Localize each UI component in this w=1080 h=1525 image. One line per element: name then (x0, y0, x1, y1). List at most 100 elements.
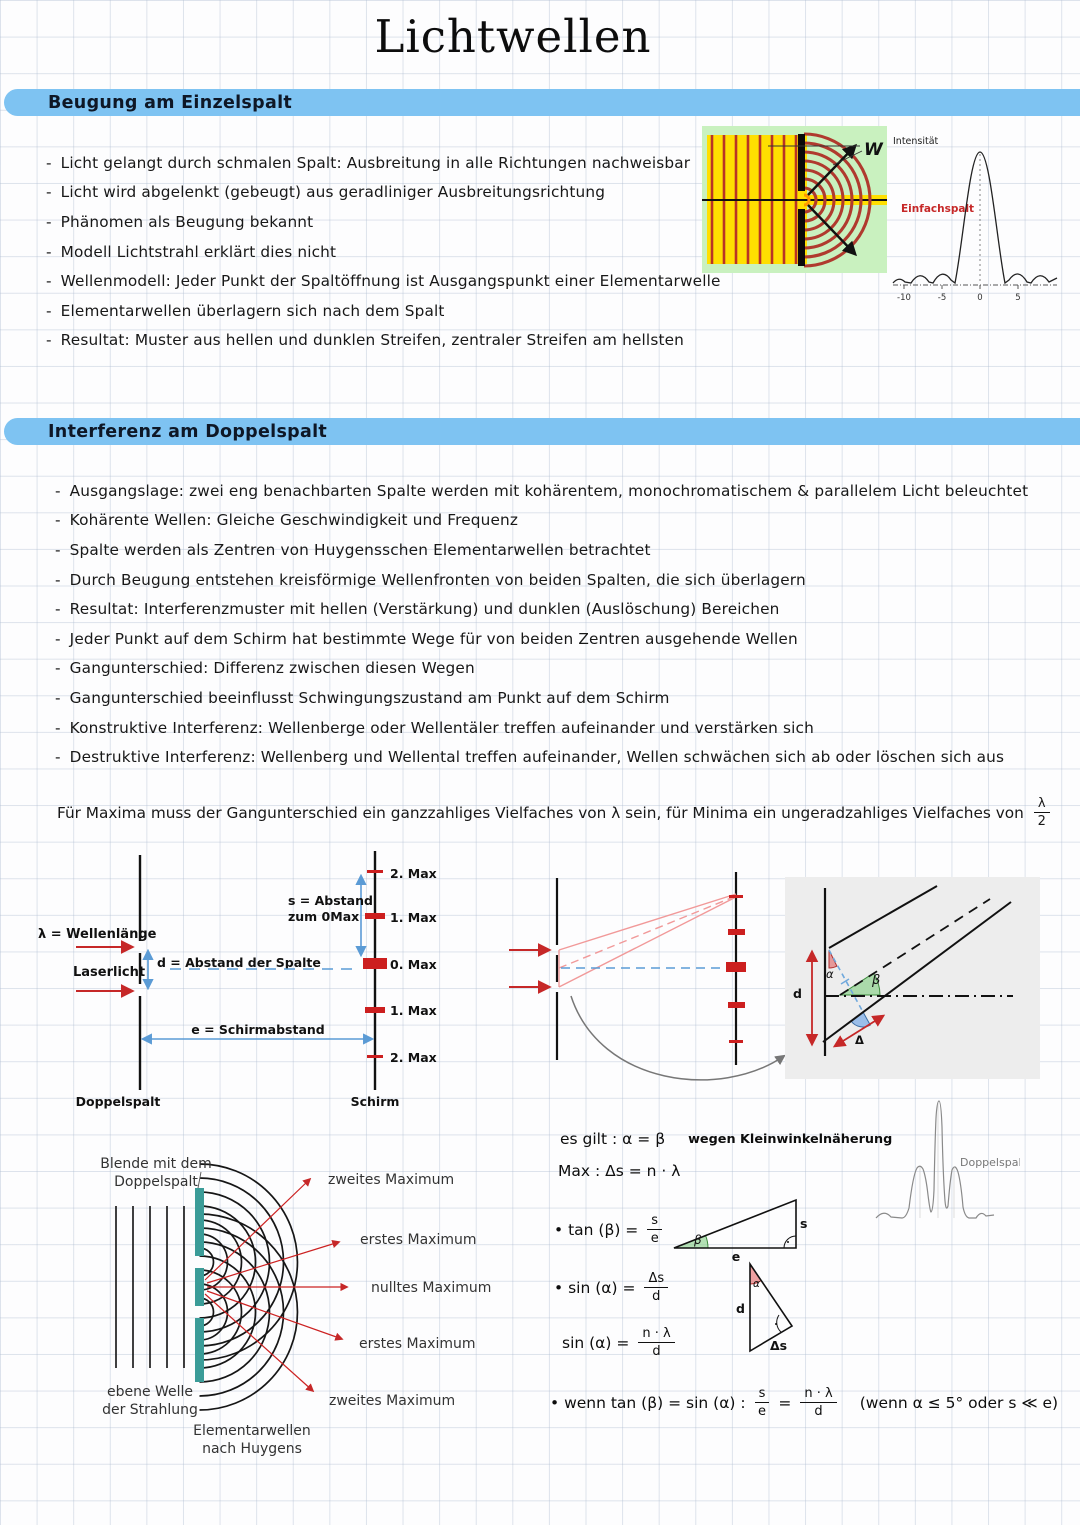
double-slit-aperture-bars (195, 1188, 204, 1382)
fraction: s e (754, 1387, 770, 1419)
maxima-condition-note: Für Maxima muss der Gangunterschied ein … (57, 797, 1050, 828)
delta-label: Δ (855, 1033, 864, 1047)
wavefront-label: W (864, 140, 884, 160)
zoom-curved-arrow (570, 995, 786, 1081)
formula-text: • wenn tan (β) = sin (α) : (550, 1393, 746, 1412)
section-header-doppelspalt: Interferenz am Doppelspalt (4, 418, 1080, 445)
fraction: n · λ d (800, 1387, 837, 1418)
bullet-item: Elementarwellen überlagern sich nach dem… (46, 296, 721, 326)
equals-sign: = (778, 1393, 792, 1412)
beta-label: β (871, 973, 880, 988)
double-slit-geometry-svg: λ = Wellenlänge Laserlicht d = Abstand d… (38, 851, 437, 1109)
fraction-denominator: d (652, 1344, 661, 1359)
bullet-item: Gangunterschied beeinflusst Schwingungsz… (55, 683, 1028, 713)
plane-wave-lines (115, 1206, 185, 1368)
formula-condition: (wenn α ≤ 5° oder s ≪ e) (859, 1393, 1059, 1412)
fraction-denominator: 2 (1037, 814, 1046, 829)
schirm-caption: Schirm (351, 1094, 400, 1109)
max-label: 0. Max (390, 957, 437, 972)
tick-label: 5 (1015, 293, 1020, 303)
fraction-numerator: s (754, 1387, 770, 1403)
formula-text: • sin (α) = (554, 1278, 636, 1297)
fraction-denominator: d (652, 1289, 661, 1304)
s-label-line1: s = Abstand (288, 893, 373, 908)
plane-wave-label-line2: der Strahlung (102, 1402, 198, 1418)
sin-triangle-figure: α d Δs (728, 1256, 816, 1368)
doppelspalt-curve-label: Doppelspalt (960, 1156, 1020, 1169)
formula-sin-alpha-n: sin (α) = n · λ d (562, 1327, 675, 1358)
max-label: 2. Max (390, 866, 437, 881)
w-pointer-line-2 (832, 150, 863, 166)
formula-max-condition: Max : Δs = n · λ (558, 1162, 680, 1180)
page-title: Lichtwellen (374, 10, 652, 63)
right-angle-arc (783, 1235, 797, 1249)
fraction-numerator: n · λ (638, 1327, 675, 1343)
bullet-item: Ausgangslage: zwei eng benachbarten Spal… (55, 476, 1028, 506)
max-label: 1. Max (390, 1003, 437, 1018)
section-header-label: Interferenz am Doppelspalt (48, 421, 328, 442)
side-label: d (736, 1301, 745, 1316)
delta-s-label: Δs (770, 1338, 787, 1353)
tick-label: 0 (977, 293, 982, 303)
maximum-label: erstes Maximum (359, 1336, 476, 1352)
einfachspalt-label: Einfachspalt (901, 203, 974, 215)
wavelength-label: λ = Wellenlänge (38, 927, 157, 942)
formula-sin-alpha: • sin (α) = Δs d (554, 1272, 669, 1304)
double-slit-intensity-svg: Doppelspalt (875, 1100, 1026, 1219)
alpha-label: α (753, 1278, 760, 1290)
laser-label: Laserlicht (73, 965, 145, 980)
delta-arrow (832, 1014, 886, 1048)
maximum-label: zweites Maximum (329, 1393, 455, 1409)
diffraction-arrow-down (807, 204, 857, 257)
einzelspalt-bullet-list: Licht gelangt durch schmalen Spalt: Ausb… (46, 148, 721, 355)
aperture-pointer-line (197, 1171, 202, 1189)
converging-rays-svg (509, 872, 786, 1081)
tan-triangle-svg: β e s (673, 1198, 807, 1264)
intensity-plot-svg: Intensität Einfachspalt -10 -5 0 5 (892, 136, 1058, 303)
tan-triangle-figure: β e s (666, 1192, 808, 1268)
section-header-label: Beugung am Einzelspalt (48, 92, 293, 113)
lambda-half-fraction: λ 2 (1033, 797, 1050, 829)
fraction: n · λ d (638, 1327, 675, 1359)
formula-note: wegen Kleinwinkelnäherung (688, 1131, 893, 1147)
formula-tan-beta: • tan (β) = s e (554, 1214, 663, 1245)
path-difference-rays (558, 893, 737, 988)
upper-ray (828, 885, 938, 949)
huygens-svg: zweites Maximum erstes Maximum nulltes M… (100, 1156, 491, 1457)
axis-ticks (903, 285, 1019, 289)
right-angle-dot (775, 1323, 777, 1325)
double-slit-intensity-figure: Doppelspalt (860, 1085, 1026, 1239)
beta-label: β (693, 1233, 702, 1247)
bullet-item: Gangunterschied: Differenz zwischen dies… (55, 654, 1028, 684)
max-label: 1. Max (390, 910, 437, 925)
single-slit-figure: W (702, 126, 887, 277)
maximum-label: erstes Maximum (360, 1232, 477, 1248)
bullet-item: Jeder Punkt auf dem Schirm hat bestimmte… (55, 624, 1028, 654)
intensity-curve (892, 151, 1058, 285)
converging-rays-figure (495, 860, 800, 1099)
triangle-outline (673, 1198, 797, 1249)
bullet-item: Phänomen als Beugung bekannt (46, 207, 721, 237)
formula-small-angle: es gilt : α = β wegen Kleinwinkelnäherun… (560, 1130, 892, 1148)
bullet-item: Licht wird abgelenkt (gebeugt) aus gerad… (46, 178, 721, 208)
right-angle-arc (776, 1314, 782, 1333)
elementary-waves-label-line1: Elementarwellen (193, 1423, 311, 1439)
bullet-item: Destruktive Interferenz: Wellenberg und … (55, 742, 1028, 772)
bullet-item: Licht gelangt durch schmalen Spalt: Ausb… (46, 148, 721, 178)
bullet-item: Kohärente Wellen: Gleiche Geschwindigkei… (55, 506, 1028, 536)
maximum-label: nulltes Maximum (371, 1280, 491, 1296)
single-slit-svg: W (702, 126, 887, 273)
intensity-axis-label: Intensität (893, 136, 939, 147)
peak-guide-lines (919, 1103, 955, 1218)
aperture-label-line2: Doppelspalt (114, 1174, 198, 1190)
barrier-bottom (798, 209, 805, 266)
fraction-denominator: e (758, 1404, 766, 1419)
elementary-waves-label-line2: nach Huygens (202, 1441, 302, 1457)
alpha-label: α (826, 967, 834, 981)
plane-wave-label-line1: ebene Welle (107, 1384, 193, 1400)
fraction-numerator: s (647, 1214, 663, 1230)
angle-geometry-figure: d α β Δ (785, 876, 1040, 1085)
barrier-top (798, 134, 805, 191)
formula-text: es gilt : α = β (560, 1130, 666, 1148)
